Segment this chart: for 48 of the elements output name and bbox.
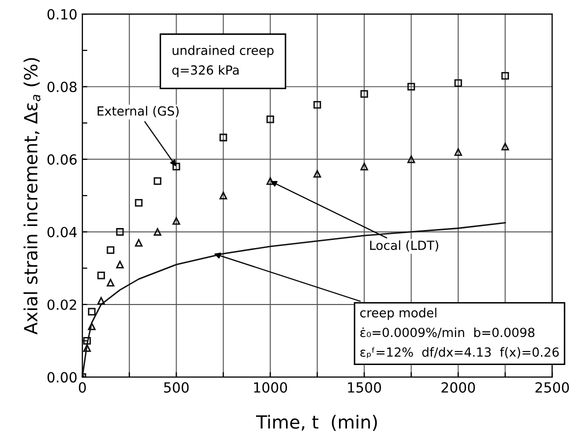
point (219, 134, 228, 142)
point (97, 297, 105, 305)
point (83, 336, 91, 345)
point (313, 101, 322, 109)
point (116, 260, 124, 268)
y-tick-label: 0.04 (47, 226, 77, 238)
point (88, 308, 96, 316)
x-axis-title: Time, t (min) (256, 414, 377, 431)
y-axis-title: Axial strain increment, Δε$_{a}$ (%) (24, 58, 40, 335)
y-tick-label: 0.00 (47, 372, 77, 383)
point (501, 142, 509, 150)
y-tick-label: 0.06 (47, 154, 77, 165)
point (266, 177, 274, 185)
point (172, 162, 180, 170)
point (360, 90, 368, 98)
point (407, 82, 416, 90)
x-tick-label: 2500 (536, 382, 569, 393)
point (134, 238, 143, 247)
annotation: External (GS) (98, 106, 179, 118)
annotation: undrained creep q=326 kPa (172, 45, 274, 78)
point (97, 272, 105, 280)
point (313, 170, 322, 178)
point (134, 199, 143, 207)
x-tick-label: 1500 (348, 382, 381, 393)
point (172, 217, 180, 225)
x-tick-label: 1000 (254, 382, 288, 393)
y-tick-label: 0.10 (47, 9, 77, 20)
point (106, 246, 114, 254)
point (83, 344, 91, 352)
point (407, 155, 416, 164)
point (501, 72, 509, 80)
x-tick-label: 500 (164, 382, 189, 393)
x-tick-label: 2000 (442, 382, 475, 393)
y-tick-label: 0.02 (47, 299, 76, 310)
point (454, 148, 462, 156)
point (154, 177, 162, 185)
point (454, 79, 462, 87)
x-tick-label: 0 (78, 382, 86, 393)
point (266, 116, 274, 124)
annotation: creep model ε̇₀=0.0009%/min b=0.0098 εₚᶠ=12% df/dx=4.13 f(x)=0.26 (360, 308, 559, 358)
point (116, 228, 124, 236)
point (106, 278, 114, 287)
point (360, 162, 368, 170)
point (88, 322, 96, 330)
annotation: Local (LDT) (370, 240, 438, 252)
point (154, 228, 162, 236)
y-tick-label: 0.08 (47, 82, 77, 92)
point (219, 192, 228, 200)
